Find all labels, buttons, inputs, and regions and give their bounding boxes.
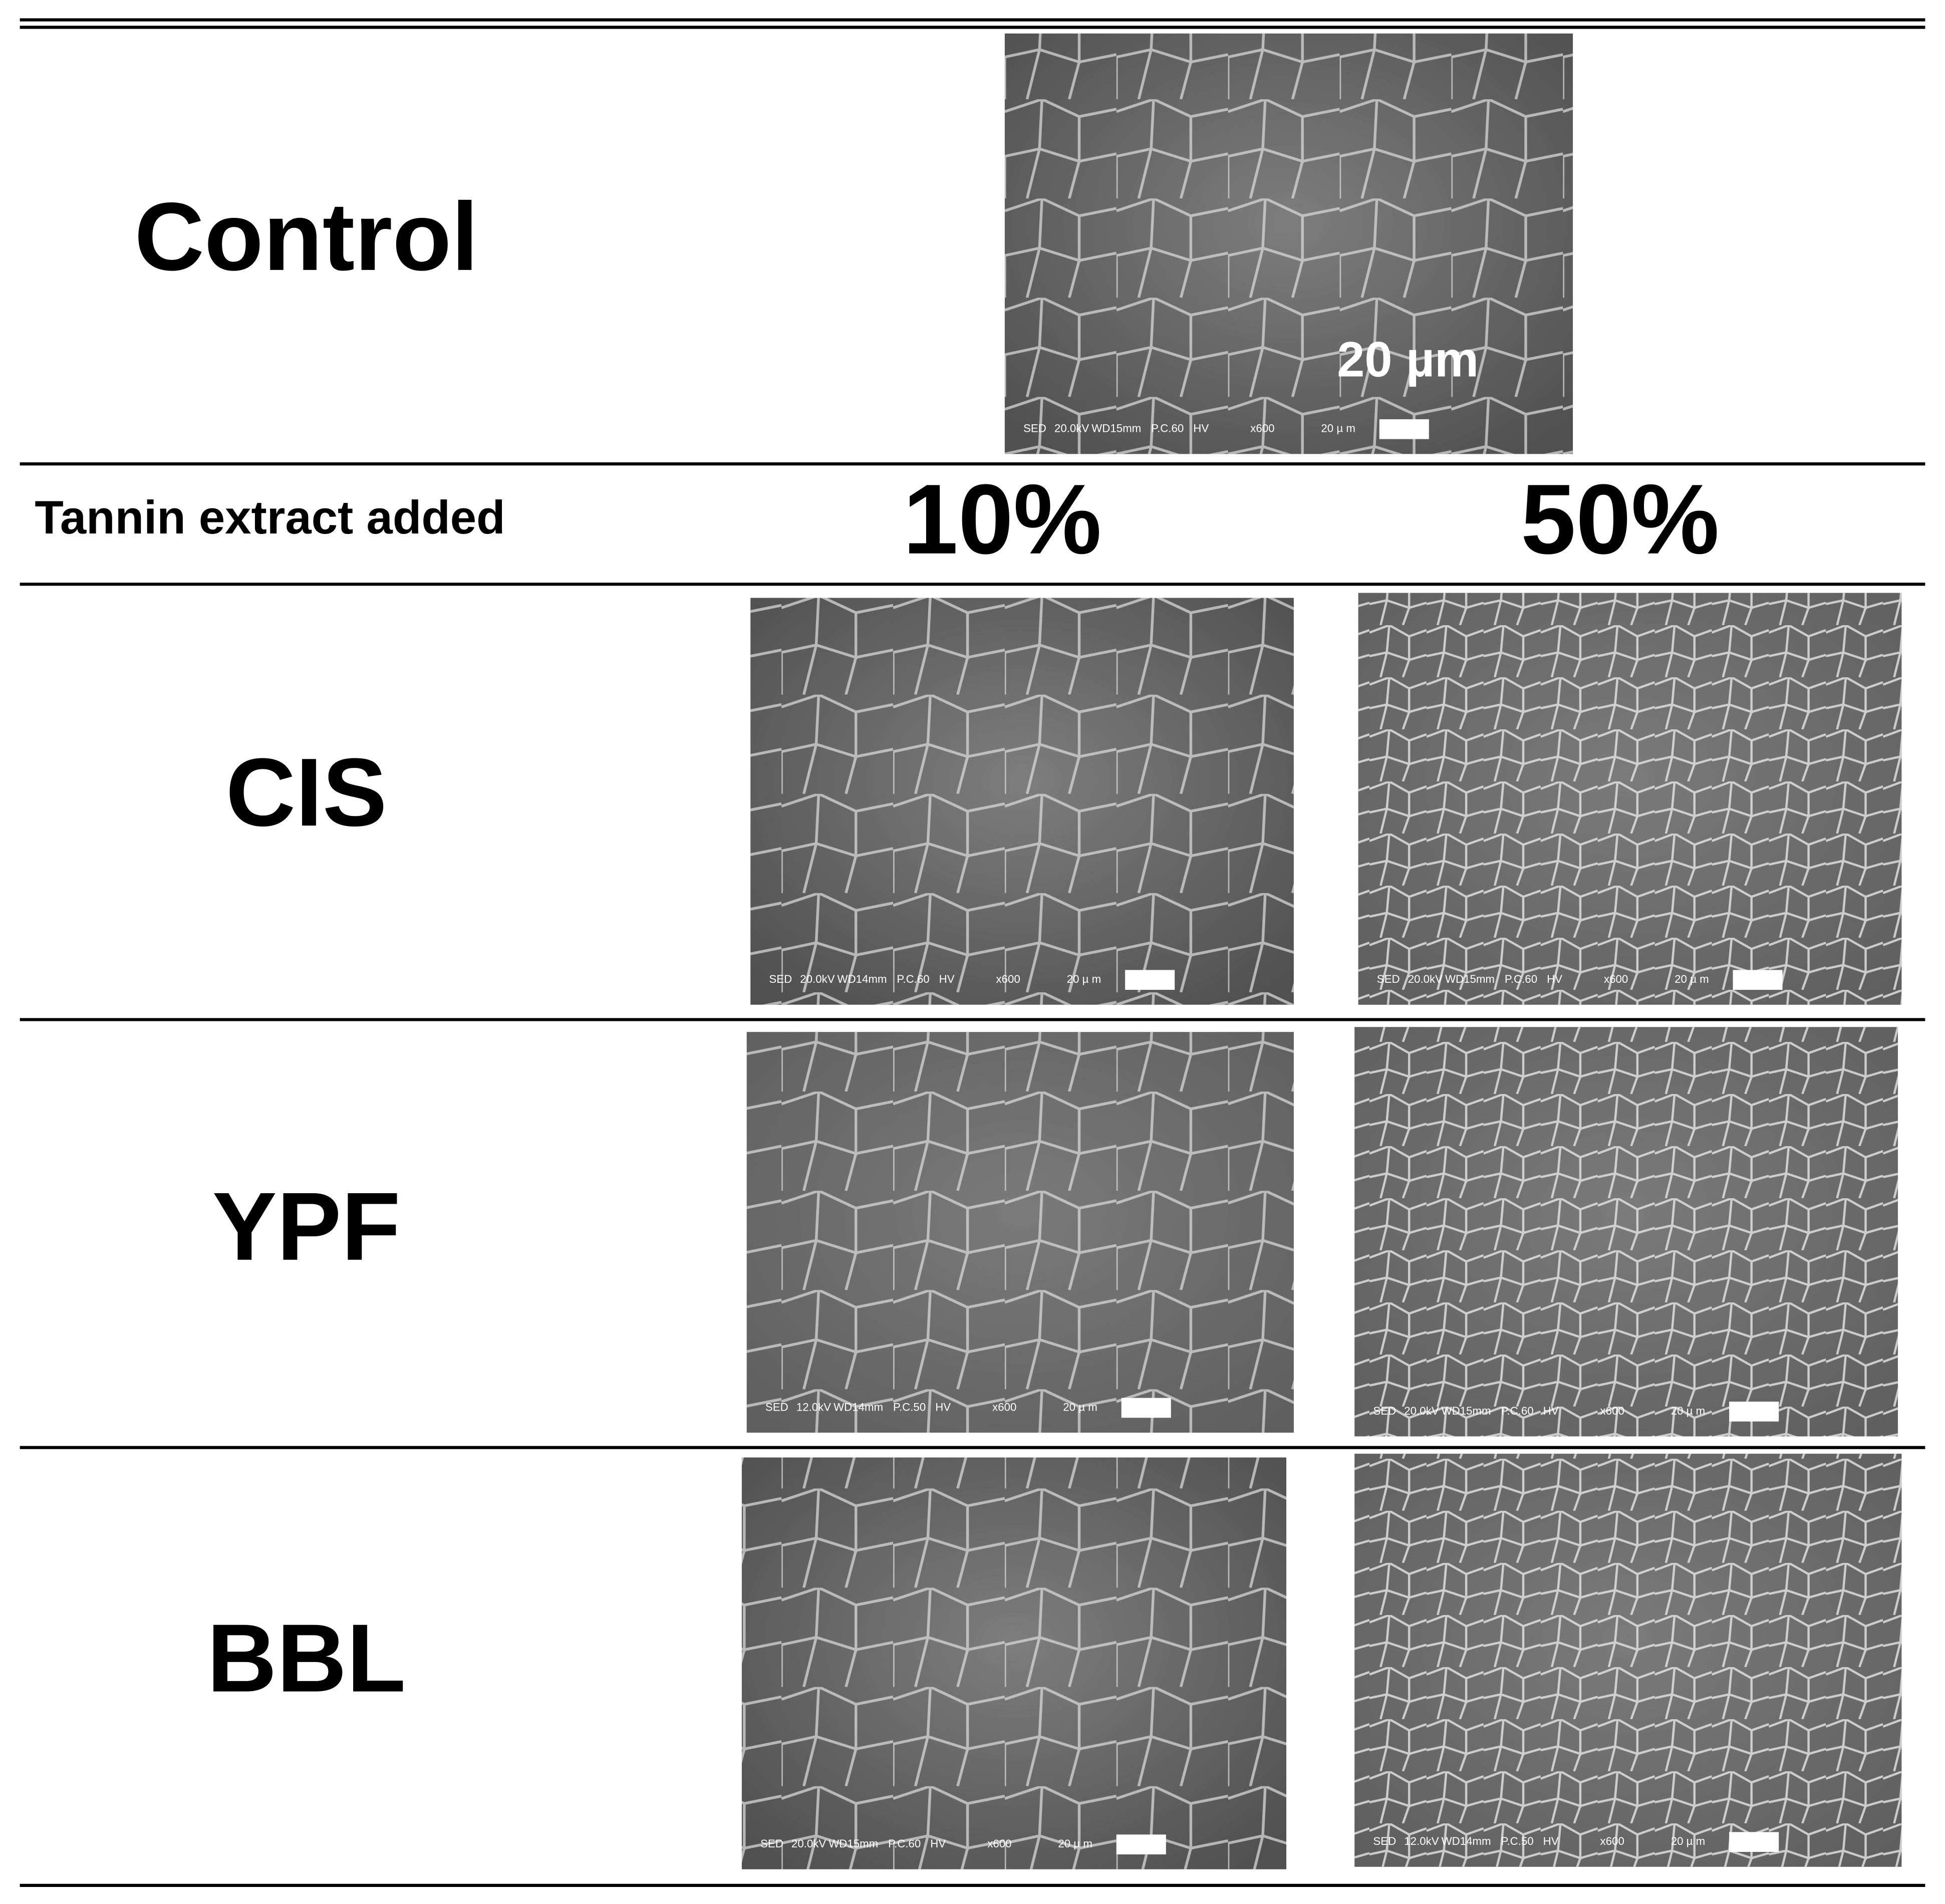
scale-bar [1125,970,1175,990]
scale-bar [1121,1398,1171,1418]
scale-bar [1733,970,1783,990]
sem-info: 12.0kV [796,1401,831,1413]
sem-info: WD14mm [1442,1835,1491,1847]
sem-info: WD15mm [1091,422,1141,435]
row-label: BBL [207,1604,406,1712]
sem-info: P.C.60 [1501,1405,1533,1417]
scale-bar [1379,419,1429,439]
sem-info: 20.0kV [1054,422,1089,435]
sem-info: HV [1543,1835,1559,1847]
sem-info: P.C.50 [893,1401,926,1413]
sem-info: 20.0kV [1408,973,1443,985]
scale-label: 20 µm [1337,332,1479,387]
sem-info: x600 [1600,1835,1624,1847]
sem-texture [1358,593,1902,1005]
row-label: Control [134,182,478,291]
sem-info: P.C.50 [1501,1835,1533,1847]
sem-info: 20 µ m [1671,1405,1706,1417]
column-header: 10% [903,464,1101,575]
sem-info: 20 µ m [1067,973,1101,985]
sem-info: P.C.60 [1505,973,1537,985]
scale-bar [1729,1402,1779,1422]
sem-info: x600 [996,973,1020,985]
sem-info: 20 µ m [1675,973,1709,985]
sem-info: SED [1023,422,1046,435]
sem-info: WD15mm [828,1837,878,1850]
sem-info: WD14mm [838,973,887,985]
sem-info: x600 [992,1401,1016,1413]
sem-info: SED [760,1837,783,1850]
sem-info: 12.0kV [1404,1835,1439,1847]
sem-info: 20.0kV [800,973,835,985]
sem-texture [741,1457,1287,1869]
row-label: CIS [226,738,387,846]
sem-info: 20 µ m [1671,1835,1706,1847]
sem-texture [1354,1027,1898,1437]
sem-info: SED [1373,1405,1396,1417]
sem-info: HV [1547,973,1562,985]
sem-info: x600 [1250,422,1274,435]
sem-texture [746,1032,1294,1433]
sem-info: 20 µ m [1058,1837,1092,1850]
sem-info: HV [930,1837,946,1850]
sem-info: SED [765,1401,788,1413]
sem-texture [750,598,1294,1005]
sem-info: 20 µ m [1063,1401,1097,1413]
row-label: YPF [212,1172,401,1280]
sem-info: P.C.60 [888,1837,921,1850]
sem-info: WD15mm [1442,1405,1491,1417]
sem-info: SED [769,973,792,985]
scale-bar [1729,1832,1779,1852]
sem-info: HV [1193,422,1209,435]
sem-info: 20.0kV [1404,1405,1439,1417]
sem-info: 20 µ m [1321,422,1355,435]
sem-info: HV [939,973,955,985]
sem-info: HV [1543,1405,1559,1417]
sem-info: P.C.60 [897,973,929,985]
sem-info: SED [1377,973,1400,985]
sem-info: 20.0kV [791,1837,826,1850]
sem-info: WD15mm [1445,973,1495,985]
sem-info: x600 [1604,973,1628,985]
sem-info: x600 [987,1837,1011,1850]
scale-bar [1116,1834,1166,1854]
column-header: 50% [1521,464,1719,575]
sem-texture [1354,1454,1902,1867]
header-label: Tannin extract added [35,491,505,543]
sem-info: SED [1373,1835,1396,1847]
sem-info: WD14mm [833,1401,883,1413]
sem-info: HV [935,1401,951,1413]
sem-info: P.C.60 [1151,422,1184,435]
sem-texture [1004,33,1573,454]
sem-info: x600 [1600,1405,1624,1417]
